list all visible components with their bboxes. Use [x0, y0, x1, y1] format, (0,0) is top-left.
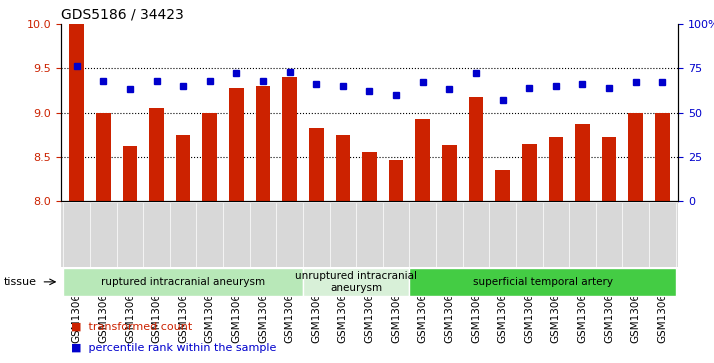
Bar: [442, 146, 457, 201]
Text: ■  percentile rank within the sample: ■ percentile rank within the sample: [71, 343, 277, 354]
Bar: [389, 160, 403, 201]
Bar: [149, 108, 164, 201]
Bar: [548, 138, 563, 201]
Bar: [628, 113, 643, 201]
Text: ■  transformed count: ■ transformed count: [71, 322, 193, 332]
Bar: [64, 268, 303, 296]
Bar: [282, 77, 297, 201]
Bar: [176, 135, 191, 201]
Bar: [309, 128, 323, 201]
Bar: [522, 144, 536, 201]
Bar: [69, 24, 84, 201]
Bar: [229, 87, 243, 201]
Bar: [336, 135, 350, 201]
Text: GDS5186 / 34423: GDS5186 / 34423: [61, 7, 183, 21]
Text: tissue: tissue: [4, 277, 36, 287]
Bar: [409, 268, 675, 296]
Bar: [602, 138, 616, 201]
Text: ruptured intracranial aneurysm: ruptured intracranial aneurysm: [101, 277, 265, 287]
Text: unruptured intracranial
aneurysm: unruptured intracranial aneurysm: [295, 271, 417, 293]
Bar: [256, 86, 271, 201]
Bar: [575, 124, 590, 201]
Bar: [362, 152, 377, 201]
Bar: [303, 268, 409, 296]
Bar: [203, 113, 217, 201]
Bar: [468, 97, 483, 201]
Text: superficial temporal artery: superficial temporal artery: [473, 277, 613, 287]
Bar: [416, 119, 430, 201]
Bar: [123, 146, 137, 201]
Bar: [655, 113, 670, 201]
Bar: [496, 170, 510, 201]
Bar: [96, 113, 111, 201]
